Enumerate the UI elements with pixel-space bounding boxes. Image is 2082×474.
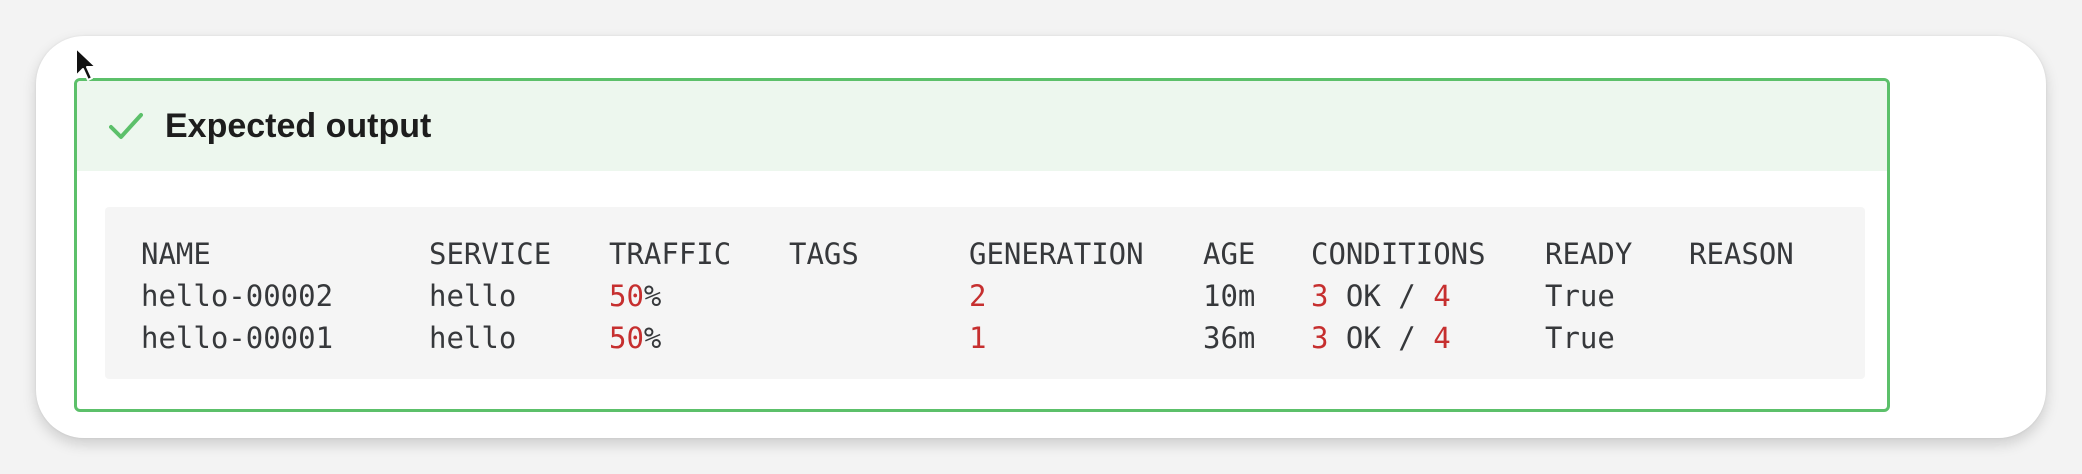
header-tags: TAGS <box>789 237 859 271</box>
cell-generation: 2 <box>969 279 987 313</box>
cell-name: hello-00002 <box>141 279 334 313</box>
cell-service: hello <box>429 321 517 355</box>
conditions-ok-count: 3 <box>1311 279 1329 313</box>
cell-name: hello-00001 <box>141 321 334 355</box>
header-generation: GENERATION <box>969 237 1144 271</box>
cell-age: 36m <box>1203 321 1256 355</box>
admonition-title: Expected output <box>165 107 432 145</box>
check-icon <box>109 113 143 139</box>
conditions-total-count: 4 <box>1433 279 1451 313</box>
conditions-ok-count: 3 <box>1311 321 1329 355</box>
traffic-unit: % <box>643 321 662 355</box>
conditions-total-count: 4 <box>1433 321 1451 355</box>
cell-conditions: 3 OK / 4 <box>1311 275 1451 317</box>
cell-conditions: 3 OK / 4 <box>1311 317 1451 359</box>
header-ready: READY <box>1545 237 1633 271</box>
page-card: Expected output NAME SERVICE TRAFFIC TAG… <box>36 36 2046 438</box>
traffic-value: 50 <box>609 279 644 313</box>
traffic-unit: % <box>643 279 662 313</box>
cell-ready: True <box>1545 321 1615 355</box>
conditions-separator: OK / <box>1328 321 1434 355</box>
cell-ready: True <box>1545 279 1615 313</box>
cell-traffic: 50% <box>609 275 661 317</box>
code-block: NAME SERVICE TRAFFIC TAGS GENERATION AGE… <box>105 207 1865 379</box>
admonition-header: Expected output <box>77 81 1887 171</box>
expected-output-admonition: Expected output NAME SERVICE TRAFFIC TAG… <box>74 78 1890 412</box>
cell-generation: 1 <box>969 321 987 355</box>
mouse-pointer-icon <box>75 47 96 81</box>
cell-age: 10m <box>1203 279 1256 313</box>
cell-traffic: 50% <box>609 317 661 359</box>
header-traffic: TRAFFIC <box>609 237 732 271</box>
header-conditions: CONDITIONS <box>1311 237 1486 271</box>
header-reason: REASON <box>1689 237 1794 271</box>
traffic-value: 50 <box>609 321 644 355</box>
header-service: SERVICE <box>429 237 552 271</box>
header-age: AGE <box>1203 237 1256 271</box>
cell-service: hello <box>429 279 517 313</box>
conditions-separator: OK / <box>1328 279 1434 313</box>
header-name: NAME <box>141 237 211 271</box>
